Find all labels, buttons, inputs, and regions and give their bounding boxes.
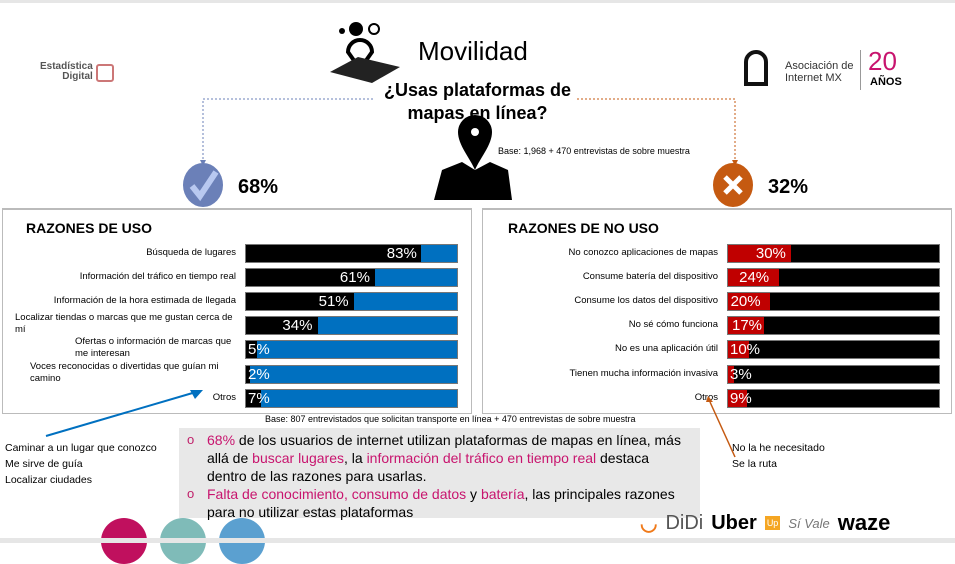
amipci-logo-text: Asociación de Internet MX — [785, 60, 854, 84]
years-label: AÑOS — [870, 76, 902, 88]
bar-value-label: 20% — [730, 293, 761, 310]
bar-value-label: 17% — [732, 317, 763, 334]
bar-fill — [246, 366, 251, 383]
bar-track: 61% — [245, 268, 458, 287]
estadistica-digital-logo: Estadística Digital — [40, 61, 93, 82]
bar-value-label: 24% — [739, 269, 770, 286]
bar-label: No sé cómo funciona — [628, 319, 718, 330]
uber-logo: Uber — [711, 511, 757, 534]
bar-track: 9% — [727, 389, 940, 408]
bar-label: Consume batería del dispositivo — [582, 271, 718, 282]
insights-box: o 68% de los usuarios de internet utiliza… — [179, 428, 700, 520]
mobility-phone-icon — [330, 22, 400, 83]
note-item: Se la ruta — [732, 458, 777, 470]
bar-fill — [728, 366, 735, 383]
bar-track: 17% — [727, 316, 940, 335]
bar-value-label: 61% — [339, 269, 370, 286]
bar-track: 10% — [727, 340, 940, 359]
bar-value-label: 3% — [730, 366, 752, 383]
sivale-logo: Sí Vale — [788, 515, 830, 531]
top-border — [0, 0, 955, 3]
bar-track: 30% — [727, 244, 940, 263]
bar-label: Localizar tiendas o marcas que me gustan… — [15, 312, 233, 335]
brand-logos: ◡ DiDi Uber Up Sí Vale waze — [640, 510, 891, 535]
bar-fill — [246, 293, 354, 310]
bar-fill — [246, 390, 261, 407]
bar-fill — [728, 390, 747, 407]
reasons-use-panel: RAZONES DE USO — [2, 208, 472, 414]
bar-fill — [728, 269, 779, 286]
bar-fill — [728, 341, 750, 358]
page-title: Movilidad — [418, 36, 528, 66]
bar-track: 7% — [245, 389, 458, 408]
bar-fill — [246, 269, 375, 286]
bar-track: 3% — [727, 365, 940, 384]
otros-use-list: Caminar a un lugar que conozco Me sirve d… — [5, 440, 157, 488]
base-note-bottom: Base: 807 entrevistados que solicitan tr… — [265, 414, 636, 424]
bar-label: Tienen mucha información invasiva — [569, 368, 718, 379]
bar-track: 51% — [245, 292, 458, 311]
note-item: Caminar a un lugar que conozco — [5, 442, 157, 454]
bar-label: No es una aplicación útil — [615, 343, 718, 354]
bar-fill — [246, 317, 318, 334]
bar-fill — [728, 293, 771, 310]
bar-label: No conozco aplicaciones de mapas — [568, 247, 718, 258]
bar-label: Voces reconocidas o divertidas que guían… — [30, 361, 219, 384]
bar-value-label: 7% — [248, 390, 270, 407]
question: ¿Usas plataformas de mapas en línea? — [383, 80, 572, 123]
bar-fill — [728, 317, 764, 334]
bar-value-label: 51% — [318, 293, 349, 310]
cube-icon — [96, 64, 114, 82]
reasons-no-use-panel: RAZONES DE NO USO — [482, 208, 952, 414]
bar-value-label: 34% — [282, 317, 313, 334]
logo-divider — [860, 50, 861, 90]
insight-1: o 68% de los usuarios de internet utiliza… — [187, 432, 681, 484]
didi-logo: DiDi — [665, 511, 704, 534]
note-item: Me sirve de guía — [5, 458, 83, 470]
bar-track: 20% — [727, 292, 940, 311]
bar-track: 5% — [245, 340, 458, 359]
bar-label: Búsqueda de lugares — [146, 247, 236, 258]
branch-connectors — [200, 98, 738, 200]
check-icon — [183, 163, 223, 207]
otros-no-use-list: No la he necesitado Se la ruta — [732, 440, 825, 472]
bar-fill — [246, 245, 422, 262]
bar-value-label: 9% — [730, 390, 752, 407]
bar-value-label: 10% — [730, 341, 761, 358]
note-item: Localizar ciudades — [5, 474, 92, 486]
bar-label: Otros — [694, 392, 718, 403]
bar-track: 2% — [245, 365, 458, 384]
bottom-border — [0, 538, 955, 543]
years-number: 20 — [868, 46, 897, 76]
bar-track: 83% — [245, 244, 458, 263]
bar-fill — [246, 341, 257, 358]
bar-label: Ofertas o información de marcas que me i… — [75, 336, 232, 359]
bar-track: 24% — [727, 268, 940, 287]
annotation-arrows — [45, 390, 736, 458]
reasons-no-use-title: RAZONES DE NO USO — [508, 220, 659, 236]
waze-logo: waze — [837, 510, 891, 535]
up-logo: Up — [764, 516, 781, 530]
bar-label: Información del tráfico en tiempo real — [79, 271, 236, 282]
base-note-top: Base: 1,968 + 470 entrevistas de sobre m… — [498, 146, 690, 156]
no-percentage: 32% — [768, 176, 809, 198]
bar-value-label: 5% — [248, 341, 270, 358]
bar-label: Información de la hora estimada de llega… — [53, 295, 236, 306]
reasons-use-title: RAZONES DE USO — [26, 220, 153, 236]
amipci-logo-mark — [744, 50, 768, 86]
bar-value-label: 83% — [386, 245, 417, 262]
bar-fill — [728, 245, 792, 262]
note-item: No la he necesitado — [732, 442, 825, 454]
x-icon — [713, 163, 753, 207]
yes-percentage: 68% — [238, 176, 279, 198]
insight-2: o Falta de conocimiento, consumo de datos… — [187, 486, 675, 520]
bar-label: Otros — [212, 392, 236, 403]
bar-track: 34% — [245, 316, 458, 335]
bar-value-label: 2% — [248, 366, 270, 383]
bar-label: Consume los datos del dispositivo — [574, 295, 718, 306]
bar-value-label: 30% — [755, 245, 786, 262]
